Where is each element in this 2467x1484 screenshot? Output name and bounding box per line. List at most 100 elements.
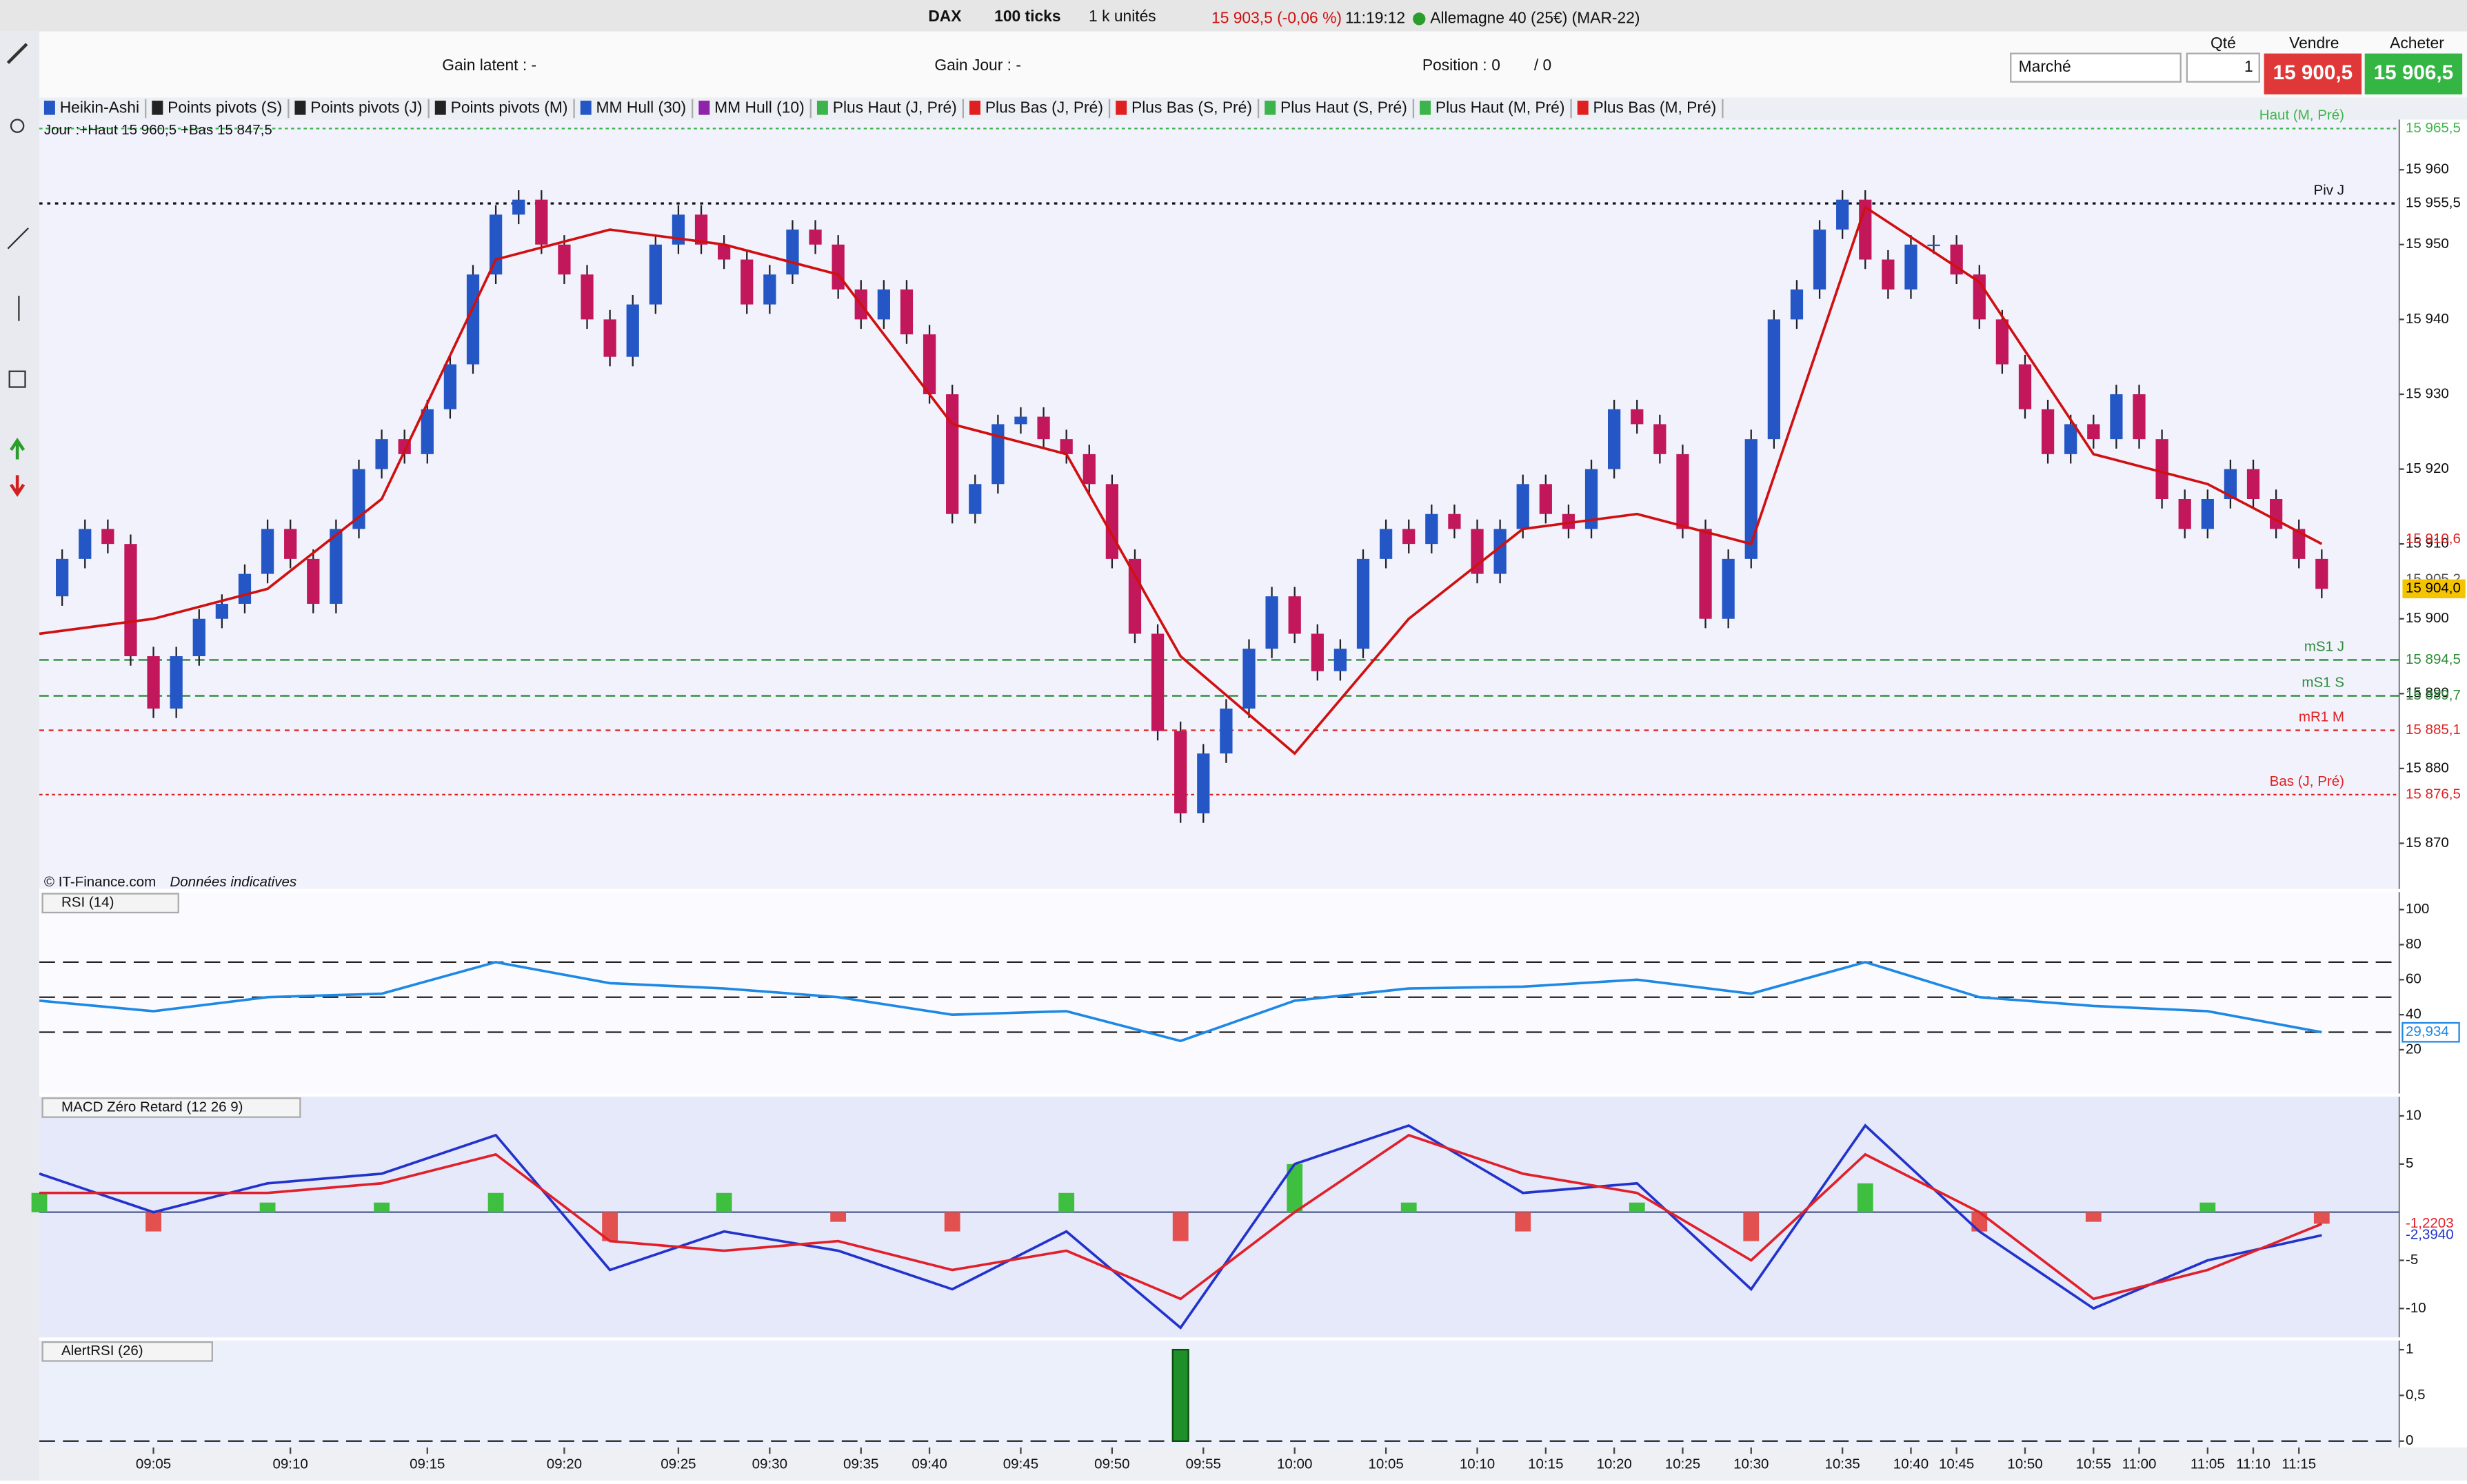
order-type-select[interactable] [2010,52,2182,83]
indicator-icon [816,101,828,115]
level-tag: 15 910,6 [2406,531,2461,547]
y-tick-label: 0 [2406,1432,2413,1448]
line-tool[interactable] [7,227,29,250]
candle [535,199,548,245]
candle [443,364,457,409]
x-tick-label: 09:35 [843,1456,878,1472]
x-tick-label: 10:55 [2076,1456,2111,1472]
candle [2201,498,2214,529]
indicator-tab[interactable]: Plus Haut (S, Pré) [1280,99,1407,116]
rsi-panel [39,892,2399,1094]
y-tick-label: 20 [2406,1041,2421,1057]
candle [192,618,205,657]
candle [741,259,754,305]
candle [1333,649,1347,671]
indicator-icon [969,101,980,115]
y-tick-label: 15 900 [2406,610,2449,626]
candle [307,558,320,604]
histogram-bar [2199,1202,2216,1212]
candle [330,529,343,604]
candle [763,274,776,305]
macd-panel [39,1097,2399,1338]
x-tick-label: 09:30 [752,1456,787,1472]
buy-tool[interactable] [10,438,26,460]
histogram-bar [1287,1163,1303,1212]
x-tick-label: 09:45 [1003,1456,1038,1472]
buy-button[interactable] [2364,53,2463,94]
units[interactable]: 1 k unités [1089,7,1156,25]
candle [1425,514,1438,545]
sell-tool[interactable] [10,475,26,497]
indicator-tab[interactable]: Plus Haut (J, Pré) [833,99,957,116]
x-tick-label: 10:45 [1939,1456,1974,1472]
candle [1790,289,1804,320]
indicator-tab[interactable]: MM Hull (10) [714,99,805,116]
indicator-icon [434,101,446,115]
candle [2087,424,2100,440]
panel-title: RSI (14) [61,895,114,911]
instrument[interactable]: DAX [928,7,962,25]
series-line [39,961,2322,1043]
sell-button[interactable] [2264,53,2362,94]
candle [1562,514,1575,529]
candle [2064,424,2077,454]
x-tick-label: 11:00 [2122,1456,2157,1472]
top-bar [0,0,2467,32]
candle [2178,498,2191,529]
indicator-tab[interactable]: Plus Bas (S, Pré) [1131,99,1252,116]
candle [2018,364,2032,409]
x-tick-label: 09:50 [1094,1456,1129,1472]
trash-tool[interactable] [8,370,26,388]
indicator-tab[interactable]: Plus Haut (M, Pré) [1436,99,1565,116]
candle [603,319,616,357]
level-name: mR1 M [2299,709,2344,725]
candle [809,230,822,245]
candle [2315,558,2328,589]
indicator-icon [1420,101,1431,115]
x-tick-label: 10:50 [2007,1456,2042,1472]
period[interactable]: 100 ticks [994,7,1060,25]
indicator-tab[interactable]: Plus Bas (J, Pré) [985,99,1103,116]
indicator-tab[interactable]: Points pivots (S) [168,99,282,116]
indicator-tab[interactable]: Points pivots (M) [451,99,568,116]
candle [1699,529,1712,619]
y-tick-label: 15 870 [2406,835,2449,851]
buy-price: 15 906,5 [2374,61,2453,84]
y-tick-label: 5 [2406,1155,2413,1171]
candle [1402,529,1416,545]
level-name: Piv J [2314,182,2344,198]
x-tick-label: 10:10 [1460,1456,1495,1472]
qty-input[interactable] [2186,52,2260,83]
candle [900,289,914,335]
histogram-bar [1629,1202,1645,1212]
indicator-icon [580,101,592,115]
candle [421,409,434,454]
tool-column [0,31,40,1481]
x-tick-label: 10:00 [1277,1456,1312,1472]
current-tag-bg [2401,1021,2460,1043]
sell-price: 15 900,5 [2273,61,2353,84]
y-tick-label: 15 930 [2406,385,2449,401]
y-tick-label: 80 [2406,936,2421,952]
x-tick-label: 09:55 [1186,1456,1221,1472]
candle [170,656,183,709]
candle [991,424,1005,485]
pencil-tool[interactable] [6,43,28,64]
x-tick-label: 10:20 [1596,1456,1631,1472]
level-name: mS1 J [2304,639,2344,655]
candle [2224,469,2237,499]
candle [1265,596,1278,649]
indicator-tab[interactable]: Heikin-Ashi [60,99,139,116]
candle [1128,558,1142,634]
position-b: / 0 [1534,56,1551,74]
x-tick-label: 10:05 [1368,1456,1403,1472]
indicator-icon [152,101,163,115]
indicator-tab[interactable]: Points pivots (J) [310,99,422,116]
zoom-tool[interactable] [10,119,25,133]
candle [1722,558,1735,619]
indicator-tab[interactable]: MM Hull (30) [596,99,687,116]
indicator-tab[interactable]: Plus Bas (M, Pré) [1593,99,1717,116]
indicator-icon [1116,101,1127,115]
level-tag: 15 904,0 [2406,580,2461,596]
candle [1448,514,1461,529]
